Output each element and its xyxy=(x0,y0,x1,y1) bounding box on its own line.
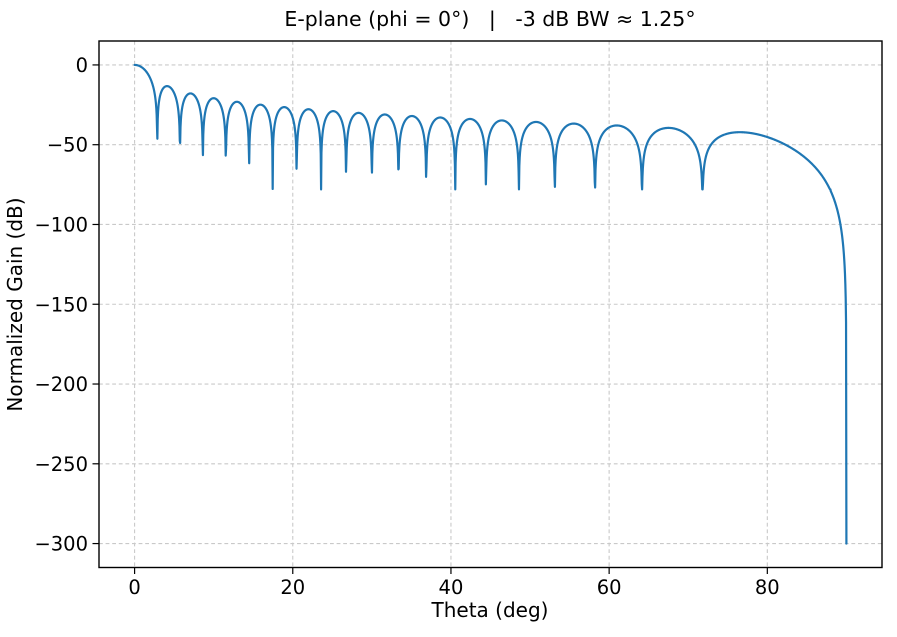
y-axis-ticks: 0 −50 −100 −150 −200 −250 −300 xyxy=(34,54,99,556)
x-tick-label: 0 xyxy=(128,576,140,599)
y-tick-label: −50 xyxy=(47,134,88,157)
y-tick-label: −300 xyxy=(34,533,88,556)
y-tick-label: 0 xyxy=(76,54,88,77)
series-layer xyxy=(133,63,848,545)
x-axis-label: Theta (deg) xyxy=(431,598,549,622)
y-tick-label: −150 xyxy=(34,293,88,316)
chart-title: E-plane (phi = 0°) | -3 dB BW ≈ 1.25° xyxy=(284,7,695,32)
x-tick-label: 20 xyxy=(280,576,305,599)
x-tick-label: 40 xyxy=(439,576,464,599)
y-tick-label: −100 xyxy=(34,213,88,236)
x-tick-label: 80 xyxy=(755,576,780,599)
y-tick-label: −200 xyxy=(34,373,88,396)
gain-curve xyxy=(133,63,848,545)
x-axis-ticks: 0 20 40 60 80 xyxy=(128,567,780,599)
y-axis-label: Normalized Gain (dB) xyxy=(3,197,27,411)
y-tick-label: −250 xyxy=(34,453,88,476)
x-tick-label: 60 xyxy=(597,576,622,599)
